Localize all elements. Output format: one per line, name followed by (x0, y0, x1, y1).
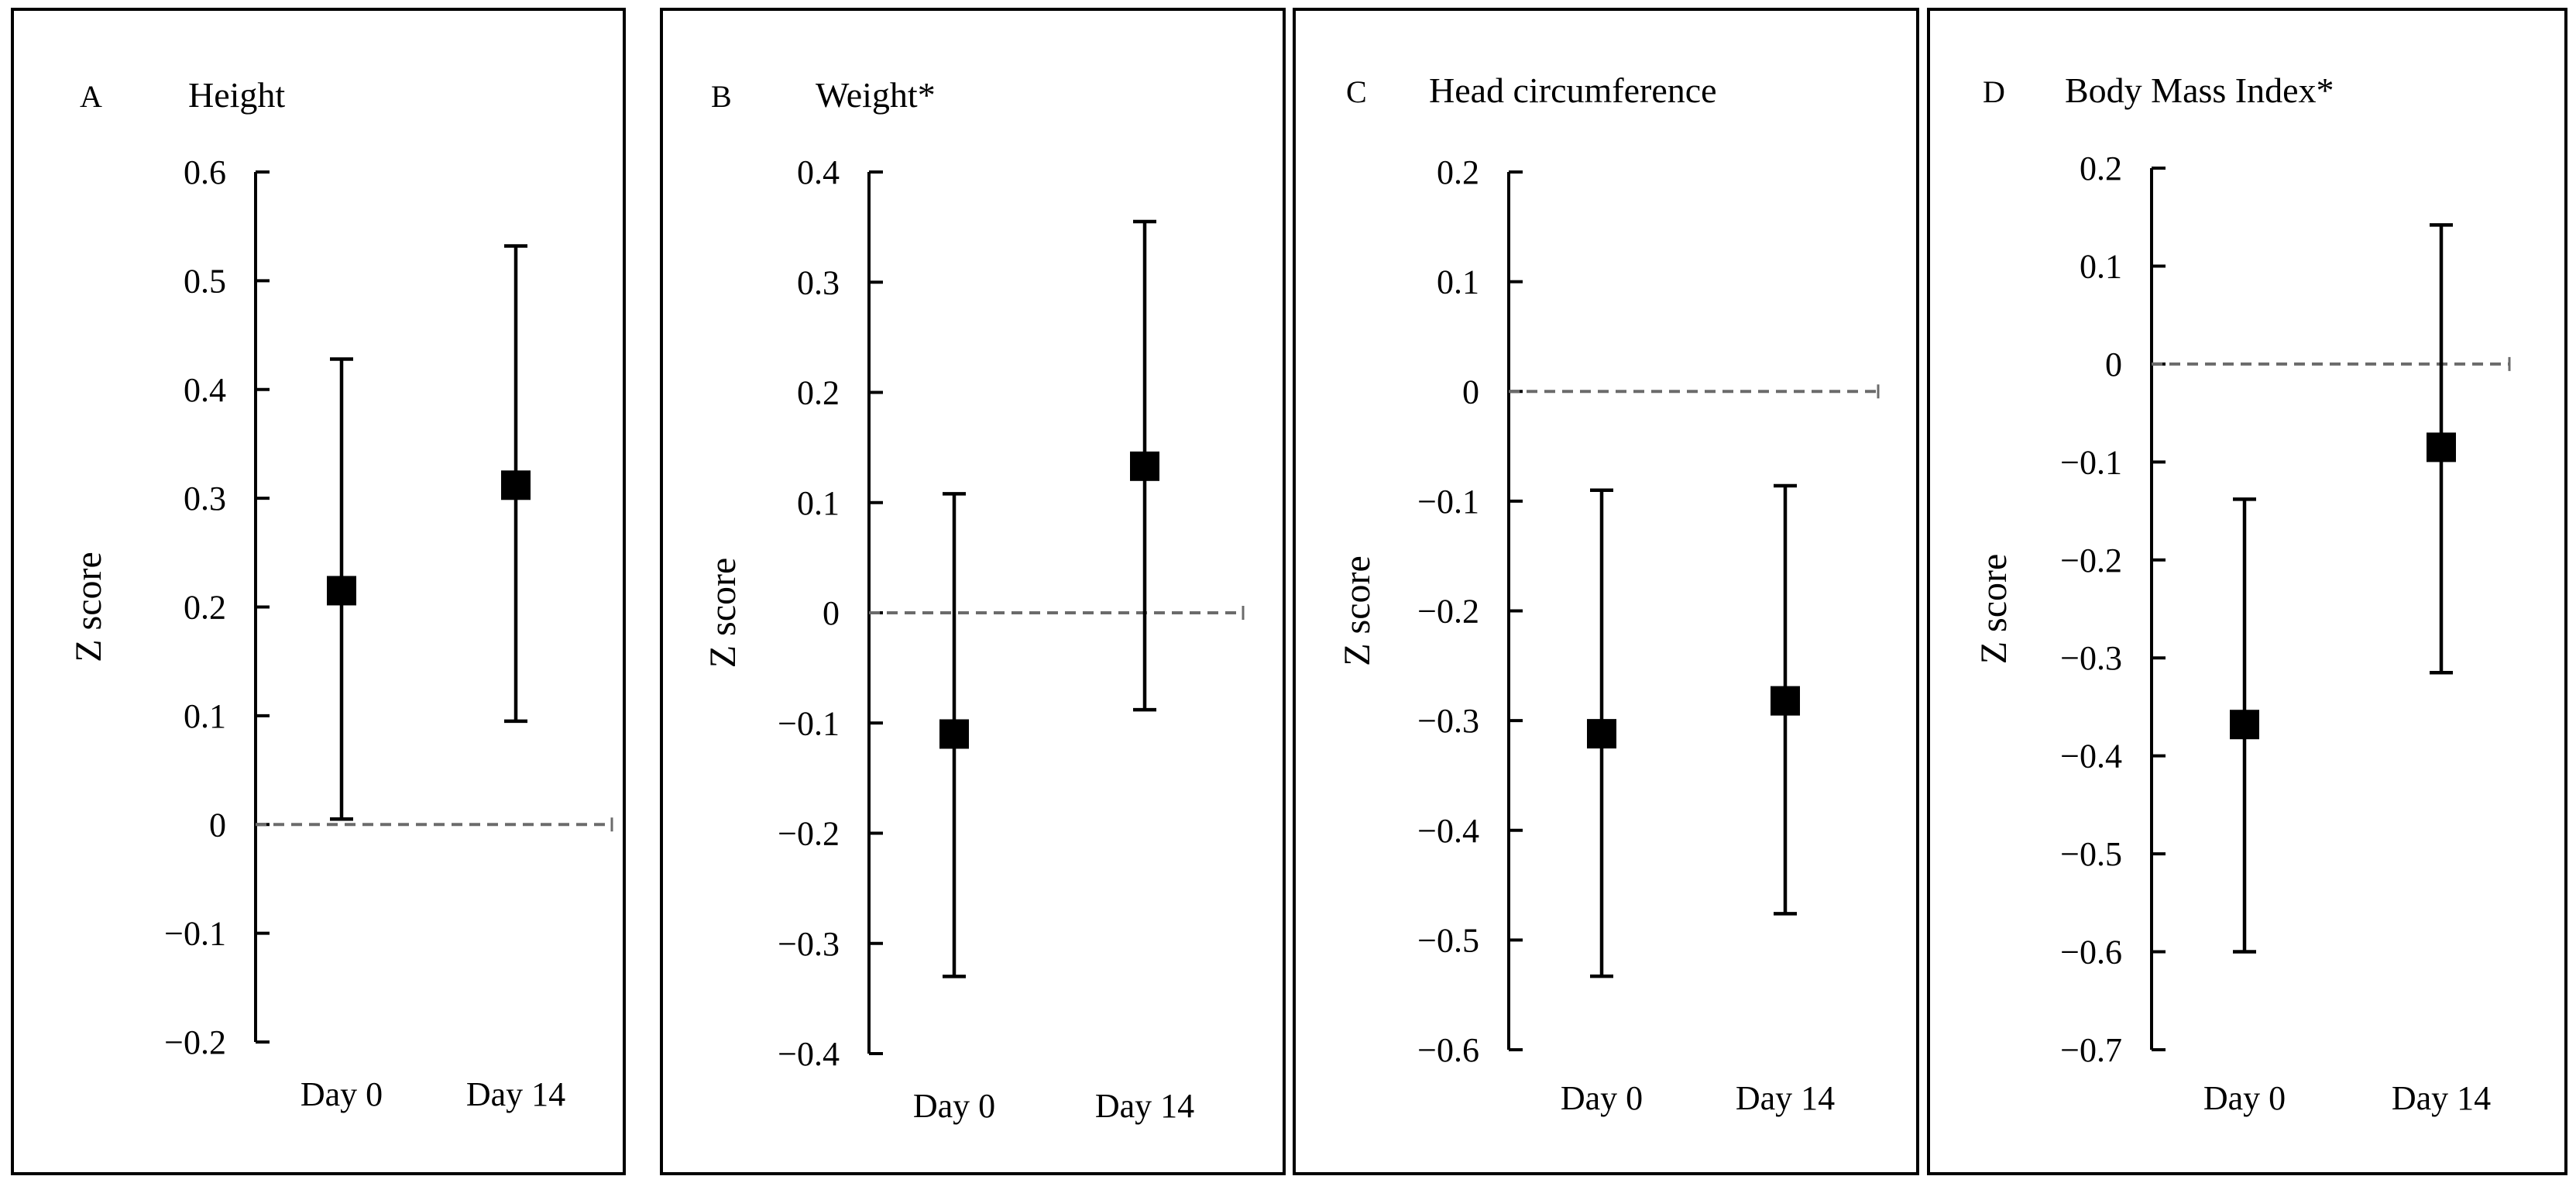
panel-frame (1293, 8, 1919, 1175)
y-tick-label: −0.2 (2060, 542, 2122, 579)
panel-letter: C (1346, 74, 1367, 109)
panel-a: A Height 0.6 0.5 0.4 0.3 0.2 0.1 0 −0.1 −0.2 Z scor… (11, 8, 626, 1175)
x-category-label: Day 0 (2203, 1079, 2286, 1117)
x-category-label: Day 14 (466, 1075, 565, 1113)
panel-title: Head circumference (1429, 70, 1717, 110)
y-tick-label: 0.2 (2080, 150, 2122, 187)
data-point-marker (327, 576, 356, 606)
y-tick-label: 0.1 (184, 697, 226, 735)
y-tick-label: −0.4 (1417, 812, 1479, 850)
panel-frame (1927, 8, 2567, 1175)
data-point-marker (2427, 432, 2456, 463)
y-tick-label: −0.4 (778, 1035, 840, 1073)
y-tick-label: −0.2 (1417, 593, 1479, 631)
data-point-marker (501, 470, 531, 500)
x-category-label: Day 0 (913, 1087, 995, 1125)
y-axis-title: Z score (1337, 555, 1378, 666)
y-axis-title: Z score (68, 552, 109, 662)
data-point-marker (1130, 451, 1159, 481)
y-tick-label: 0.6 (184, 153, 226, 191)
y-tick-label: −0.3 (1417, 702, 1479, 740)
x-category-label: Day 14 (1736, 1079, 1835, 1117)
y-tick-label: 0.4 (797, 153, 840, 191)
y-tick-label: −0.7 (2060, 1031, 2122, 1069)
panel-c: C Head circumference 0.2 0.1 0 −0.1 −0.2 −0.3 −0… (1293, 8, 1919, 1175)
panel-letter: B (711, 79, 732, 114)
y-tick-label: −0.6 (2060, 934, 2122, 972)
y-tick-label: 0.1 (797, 484, 840, 522)
y-tick-label: −0.3 (2060, 639, 2122, 677)
panel-d: D Body Mass Index* 0.2 0.1 0 −0.1 −0.2 −0.3 −0.4… (1927, 8, 2567, 1175)
x-category-label: Day 14 (1095, 1087, 1194, 1125)
y-tick-label: 0.5 (184, 262, 226, 300)
y-tick-label: 0 (2105, 346, 2122, 383)
y-tick-label: 0.1 (1437, 263, 1479, 301)
y-tick-label: −0.1 (2060, 443, 2122, 481)
panel-letter: A (80, 79, 102, 114)
y-tick-label: −0.5 (2060, 835, 2122, 873)
y-tick-label: −0.1 (778, 704, 840, 742)
x-category-label: Day 0 (301, 1075, 383, 1113)
y-tick-label: −0.2 (164, 1023, 226, 1061)
y-tick-label: −0.1 (1417, 483, 1479, 521)
y-tick-label: −0.1 (164, 915, 226, 953)
panel-letter: D (1983, 74, 2005, 109)
panel-frame (11, 8, 626, 1175)
y-tick-label: 0 (1462, 373, 1479, 411)
y-tick-label: −0.6 (1417, 1031, 1479, 1069)
panel-title: Weight* (816, 75, 936, 115)
y-tick-label: −0.3 (778, 925, 840, 963)
y-tick-label: 0.2 (184, 589, 226, 627)
y-axis-title: Z score (1973, 554, 2014, 665)
y-tick-label: 0.1 (2080, 247, 2122, 285)
y-tick-label: −0.5 (1417, 921, 1479, 959)
panel-b: B Weight* 0.4 0.3 0.2 0.1 0 −0.1 −0.2 −0.3 −0.4 Z s… (660, 8, 1286, 1175)
y-tick-label: 0 (823, 594, 840, 632)
panel-title: Body Mass Index* (2065, 70, 2334, 110)
data-point-marker (1587, 719, 1616, 749)
data-point-marker (939, 719, 969, 749)
y-axis-title: Z score (702, 558, 744, 669)
y-tick-label: −0.2 (778, 815, 840, 853)
y-tick-label: 0 (209, 806, 226, 844)
panel-title: Height (188, 75, 285, 115)
y-tick-label: 0.3 (797, 263, 840, 301)
panel-frame (660, 8, 1286, 1175)
y-tick-label: 0.2 (1437, 153, 1479, 191)
data-point-marker (1771, 686, 1800, 716)
x-category-label: Day 14 (2392, 1079, 2491, 1117)
data-point-marker (2230, 710, 2259, 740)
y-tick-label: 0.4 (184, 371, 226, 409)
y-tick-label: 0.2 (797, 374, 840, 412)
x-category-label: Day 0 (1561, 1079, 1643, 1117)
y-tick-label: 0.3 (184, 480, 226, 518)
y-tick-label: −0.4 (2060, 738, 2122, 775)
